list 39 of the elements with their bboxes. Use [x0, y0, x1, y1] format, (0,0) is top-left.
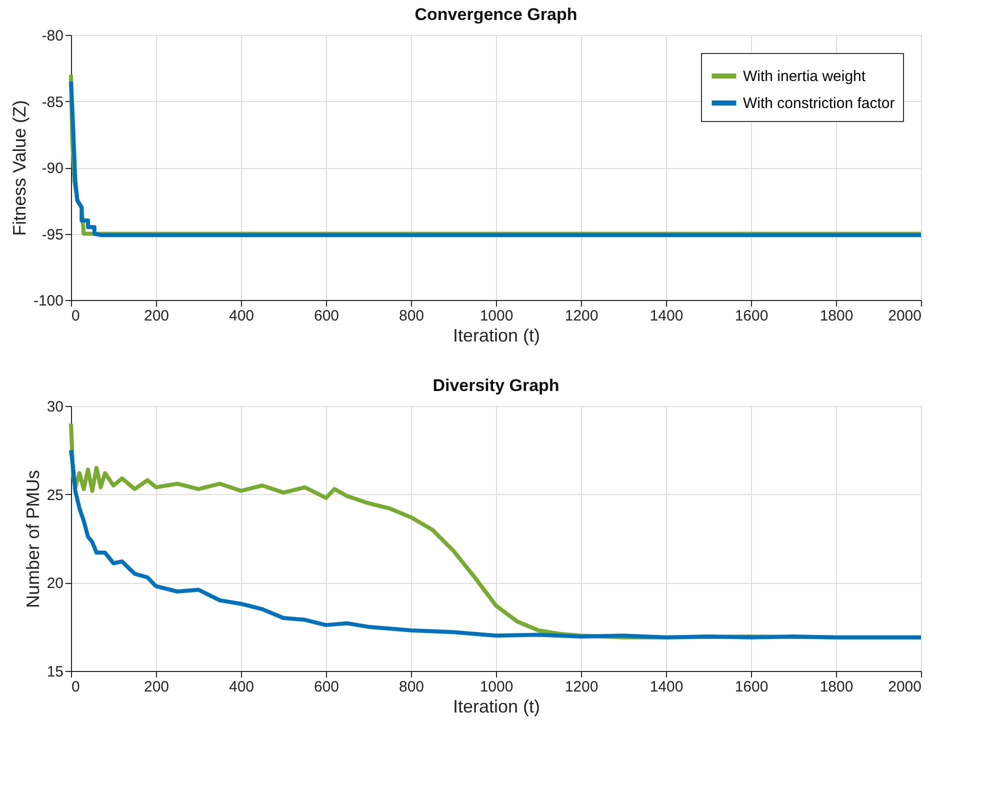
y-tick-label: -95 [42, 226, 64, 244]
x-tick-label: 0 [72, 308, 80, 324]
chart-title: Convergence Graph [414, 5, 578, 24]
y-tick-label: -80 [42, 28, 64, 44]
x-tick-label: 400 [228, 678, 254, 696]
x-axis-title: Iteration (t) [452, 326, 540, 346]
y-tick-label: -100 [33, 292, 64, 310]
legend-label: With inertia weight [743, 68, 866, 85]
x-tick-label: 1000 [480, 678, 514, 696]
x-tick-label: 1800 [820, 308, 854, 324]
x-tick-label: 2000 [888, 308, 922, 324]
x-tick-label: 1400 [650, 678, 684, 696]
y-tick-label: 20 [46, 575, 64, 592]
y-tick-label: -90 [42, 160, 64, 177]
x-tick-label: 2000 [888, 678, 922, 696]
y-tick-label: -85 [42, 94, 64, 111]
x-tick-label: 200 [144, 678, 170, 696]
chart-title: Diversity Graph [432, 376, 560, 395]
y-tick-label: 30 [46, 398, 64, 416]
y-axis-title: Fitness Value (Z) [9, 100, 30, 236]
y-tick-label: 15 [46, 664, 64, 680]
x-axis-title: Iteration (t) [452, 696, 540, 716]
x-tick-label: 0 [72, 678, 80, 696]
x-tick-label: 800 [398, 678, 424, 696]
x-tick-label: 200 [144, 308, 170, 324]
x-tick-label: 1800 [820, 678, 854, 696]
legend-label: With constriction factor [743, 95, 895, 112]
x-tick-label: 1400 [650, 308, 684, 324]
x-tick-label: 600 [314, 678, 340, 696]
x-tick-label: 1000 [480, 308, 514, 324]
y-tick-label: 25 [46, 486, 64, 504]
x-tick-label: 1600 [734, 678, 768, 696]
y-axis-title: Number of PMUs [22, 470, 43, 608]
x-tick-label: 1200 [564, 678, 598, 696]
x-tick-label: 400 [228, 308, 254, 324]
x-tick-label: 1200 [564, 308, 598, 324]
x-tick-label: 800 [398, 308, 424, 324]
x-tick-label: 600 [314, 308, 340, 324]
x-tick-label: 1600 [734, 308, 768, 324]
